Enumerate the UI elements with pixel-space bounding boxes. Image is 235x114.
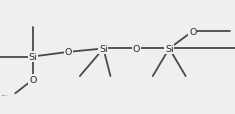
Text: O: O	[133, 45, 140, 53]
Text: Si: Si	[165, 45, 173, 53]
Text: O: O	[29, 75, 37, 84]
Text: methoxy: methoxy	[2, 94, 8, 95]
Text: Si: Si	[99, 45, 108, 53]
Text: Si: Si	[29, 53, 37, 61]
Text: O: O	[189, 27, 196, 36]
Text: O: O	[64, 48, 72, 57]
